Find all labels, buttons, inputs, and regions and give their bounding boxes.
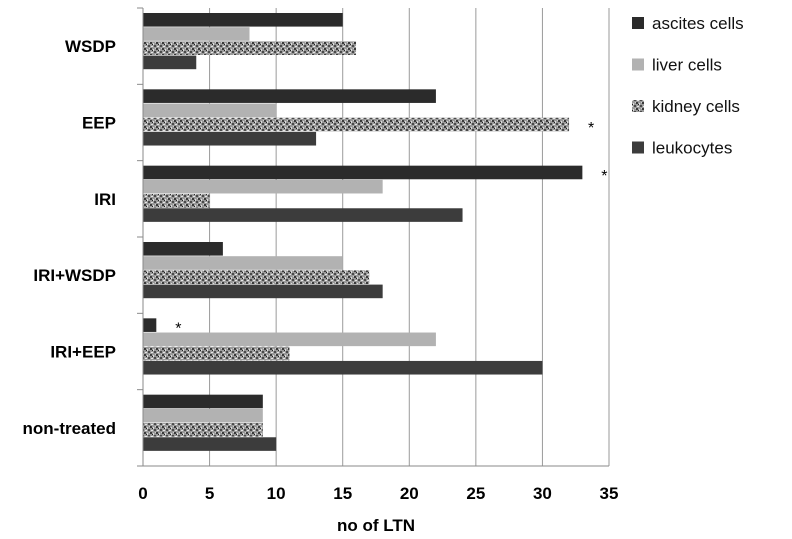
x-tick-label: 5 <box>205 484 214 503</box>
legend: ascites cells liver cells kidney cells leuk… <box>632 14 744 158</box>
bar-eep-leukocytes <box>143 131 317 146</box>
legend-label: ascites cells <box>652 14 744 33</box>
x-tick-label: 10 <box>267 484 286 503</box>
bar-non-treated-leukocytes <box>143 437 277 451</box>
bar-iri-ascites-cells <box>143 165 583 180</box>
bar-iri-kidney-cells <box>143 194 210 208</box>
x-tick-label: 35 <box>600 484 619 503</box>
legend-swatch-leukocytes <box>632 141 644 154</box>
legend-swatch-ascites-cells <box>632 17 644 29</box>
y-category-label: non-treated <box>23 419 117 438</box>
x-tick-label: 25 <box>466 484 485 503</box>
bar-wsdp-liver-cells <box>143 27 250 41</box>
x-tick-label: 15 <box>333 484 352 503</box>
y-category-label: WSDP <box>65 37 116 56</box>
bar-non-treated-liver-cells <box>143 408 263 423</box>
legend-label: leukocytes <box>652 139 732 158</box>
x-tick-label: 0 <box>138 484 147 503</box>
bar-non-treated-ascites-cells <box>143 394 263 409</box>
bar-iri-wsdp-liver-cells <box>143 256 343 270</box>
bar-iri-eep-liver-cells <box>143 332 436 347</box>
bar-wsdp-leukocytes <box>143 55 197 70</box>
bar-eep-ascites-cells <box>143 89 436 103</box>
bar-eep-liver-cells <box>143 103 277 118</box>
significance-star: * <box>588 120 594 137</box>
bar-non-treated-kidney-cells <box>143 423 263 437</box>
bar-wsdp-ascites-cells <box>143 13 343 27</box>
bars <box>143 13 583 451</box>
y-category-label: IRI <box>94 190 116 209</box>
legend-label: kidney cells <box>652 97 740 116</box>
bar-iri-eep-kidney-cells <box>143 346 290 361</box>
x-tick-label: 20 <box>400 484 419 503</box>
y-category-label: EEP <box>82 114 116 133</box>
legend-swatch-kidney-cells <box>632 100 644 112</box>
bar-iri-eep-leukocytes <box>143 360 543 375</box>
legend-swatch-liver-cells <box>632 58 644 71</box>
y-category-label: IRI+EEP <box>50 343 116 362</box>
axes <box>137 7 609 467</box>
bar-iri-wsdp-kidney-cells <box>143 270 370 284</box>
gridlines <box>209 8 610 466</box>
bar-wsdp-kidney-cells <box>143 41 357 55</box>
x-tick-label: 30 <box>533 484 552 503</box>
labels: 0 5 10 15 20 25 30 35 WSDP EEP IRI IRI+WSDP IRI+EEP n… <box>23 37 619 535</box>
significance-star: * <box>175 320 181 337</box>
bar-iri-wsdp-leukocytes <box>143 284 383 299</box>
bar-iri-leukocytes <box>143 208 463 222</box>
y-category-label: IRI+WSDP <box>33 266 116 285</box>
bar-eep-kidney-cells <box>143 117 570 132</box>
significance-star: * <box>601 168 607 185</box>
legend-label: liver cells <box>652 56 722 75</box>
bar-iri-wsdp-ascites-cells <box>143 242 223 256</box>
bar-iri-eep-ascites-cells <box>143 318 157 332</box>
x-axis-title: no of LTN <box>337 516 415 535</box>
bar-iri-liver-cells <box>143 179 383 194</box>
